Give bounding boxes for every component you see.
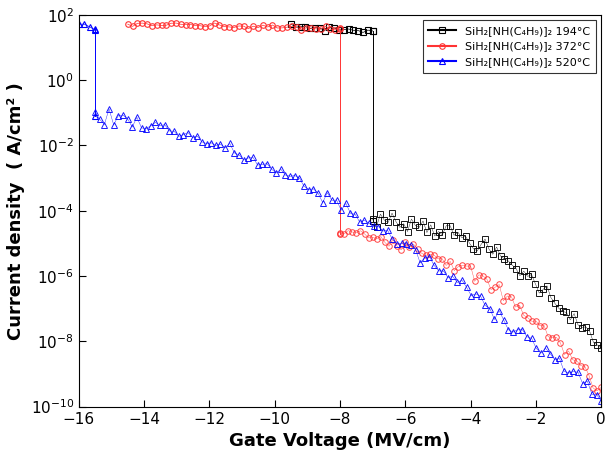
Y-axis label: Current density  ( A/cm² ): Current density ( A/cm² ) (7, 82, 25, 340)
X-axis label: Gate Voltage (MV/cm): Gate Voltage (MV/cm) (229, 432, 451, 450)
Legend: SiH₂[NH(C₄H₉)]₂ 194°C, SiH₂[NH(C₄H₉)]₂ 372°C, SiH₂[NH(C₄H₉)]₂ 520°C: SiH₂[NH(C₄H₉)]₂ 194°C, SiH₂[NH(C₄H₉)]₂ 3… (423, 21, 596, 73)
